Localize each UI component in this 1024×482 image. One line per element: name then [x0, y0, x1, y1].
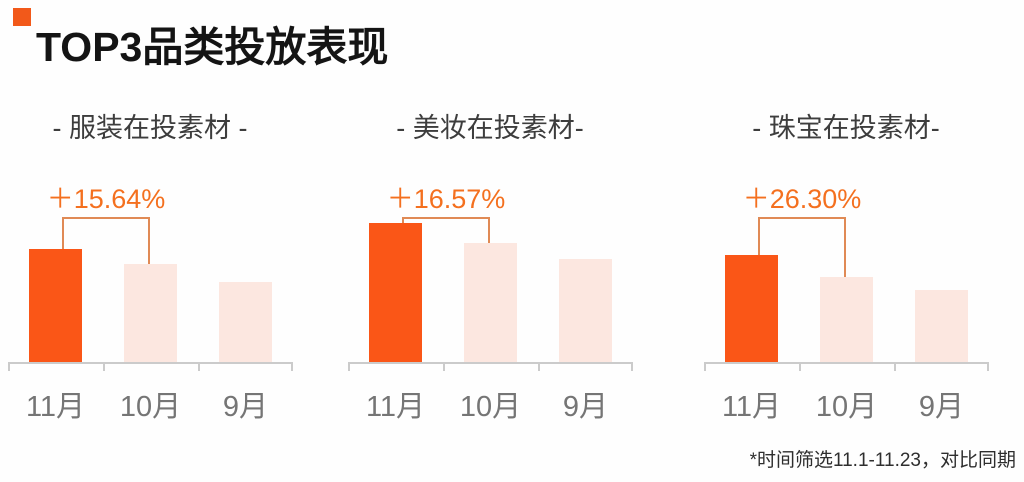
- growth-annotation: ＋15.64%: [46, 184, 166, 214]
- chart-group-jewelry: - 珠宝在投素材- ＋26.30% 11月 10月 9月: [696, 100, 996, 440]
- axis-tick: [987, 364, 989, 371]
- chart-group-beauty: - 美妆在投素材- ＋16.57% 11月 10月 9月: [340, 100, 640, 440]
- x-axis-label: 9月: [918, 391, 965, 423]
- growth-annotation: ＋16.57%: [386, 184, 506, 214]
- axis-tick: [894, 364, 896, 371]
- axis-tick: [8, 364, 10, 371]
- bar-11月: [29, 249, 82, 362]
- chart-title: - 珠宝在投素材-: [752, 113, 940, 143]
- comparison-bracket: [758, 217, 846, 219]
- title-accent-square-icon: [13, 8, 31, 26]
- x-axis-label: 10月: [459, 391, 522, 423]
- axis-tick: [538, 364, 540, 371]
- bar-9月: [219, 282, 272, 362]
- x-axis: [348, 362, 633, 372]
- comparison-bracket: [402, 217, 490, 219]
- axis-tick: [631, 364, 633, 371]
- axis-tick: [443, 364, 445, 371]
- comparison-bracket-left-leg: [758, 217, 760, 255]
- bar-11月: [369, 223, 422, 362]
- x-axis-label: 9月: [222, 391, 269, 423]
- axis-tick: [198, 364, 200, 371]
- x-axis-label: 10月: [119, 391, 182, 423]
- x-axis-label: 10月: [815, 391, 878, 423]
- x-axis: [8, 362, 293, 372]
- bars: [0, 100, 300, 362]
- axis-tick: [103, 364, 105, 371]
- bars: [696, 100, 996, 362]
- page-title: TOP3品类投放表现: [36, 24, 389, 70]
- comparison-bracket-left-leg: [62, 217, 64, 249]
- bar-10月: [820, 277, 873, 362]
- axis-tick: [291, 364, 293, 371]
- comparison-bracket-left-leg: [402, 217, 404, 223]
- x-axis-label: 9月: [562, 391, 609, 423]
- axis-tick: [348, 364, 350, 371]
- chart-group-clothing: - 服装在投素材 - ＋15.64% 11月 10月 9月: [0, 100, 300, 440]
- x-axis: [704, 362, 989, 372]
- footnote: *时间筛选11.1-11.23，对比同期: [749, 450, 1016, 471]
- comparison-bracket-right-leg: [488, 217, 490, 243]
- chart-title: - 服装在投素材 -: [52, 113, 248, 143]
- x-axis-label: 11月: [721, 391, 782, 423]
- bar-9月: [915, 290, 968, 362]
- bar-10月: [464, 243, 517, 362]
- chart-title: - 美妆在投素材-: [396, 113, 584, 143]
- x-axis-label: 11月: [365, 391, 426, 423]
- x-axis-label: 11月: [25, 391, 86, 423]
- growth-annotation: ＋26.30%: [742, 184, 862, 214]
- comparison-bracket: [62, 217, 150, 219]
- comparison-bracket-right-leg: [148, 217, 150, 264]
- bar-10月: [124, 264, 177, 362]
- axis-tick: [799, 364, 801, 371]
- bar-9月: [559, 259, 612, 362]
- bar-11月: [725, 255, 778, 362]
- axis-tick: [704, 364, 706, 371]
- bars: [340, 100, 640, 362]
- comparison-bracket-right-leg: [844, 217, 846, 277]
